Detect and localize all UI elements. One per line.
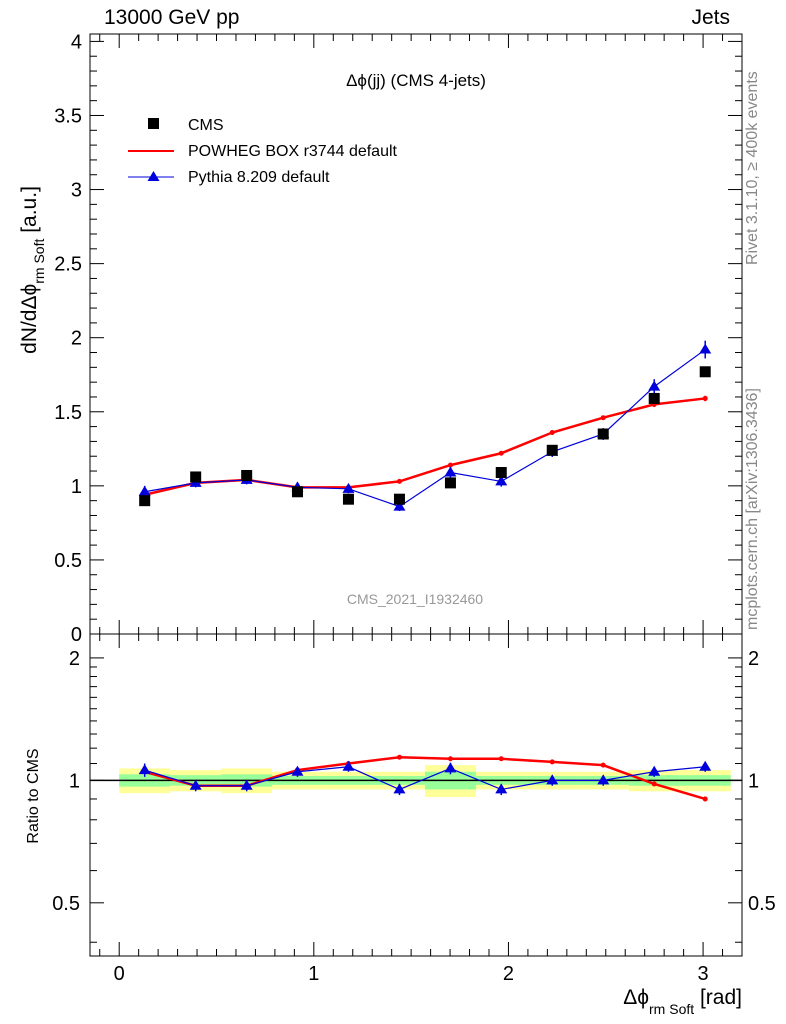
x-tick-label: 2 xyxy=(503,963,514,985)
ratio-y-tick-label-right: 2 xyxy=(748,648,759,670)
ratio-pythia-line xyxy=(144,766,706,791)
legend-item-powheg: POWHEG BOX r3744 default xyxy=(128,143,398,160)
powheg-point xyxy=(600,415,606,421)
y-tick-label: 4 xyxy=(71,31,82,53)
ratio-pythia-point xyxy=(648,765,661,776)
ratio-plot-frame xyxy=(89,633,743,957)
ratio-y-tick-label: 1 xyxy=(69,770,80,792)
pythia-point xyxy=(342,482,355,493)
ratio-powheg-point xyxy=(651,781,657,787)
svg-text:dN/dΔϕrm Soft [a.u.]: dN/dΔϕrm Soft [a.u.] xyxy=(18,186,47,354)
y-axis-label-unit: [a.u.] xyxy=(18,186,41,239)
cms-data-point xyxy=(444,477,456,489)
x-tick-label: 3 xyxy=(698,963,709,985)
y-axis-label: dN/dΔϕrm Soft [a.u.] xyxy=(18,186,47,354)
cms-data-point xyxy=(139,495,151,507)
ratio-pythia-point xyxy=(291,765,304,776)
y-tick-label: 3 xyxy=(71,180,82,202)
cms-data-point xyxy=(648,392,660,404)
legend-label: CMS xyxy=(188,117,224,134)
cms-data-point xyxy=(291,486,303,498)
ratio-pythia-point xyxy=(393,783,406,794)
x-tick-label: 0 xyxy=(114,963,125,985)
x-axis-label: Δϕrm Soft [rad] xyxy=(623,986,742,1017)
cms-data-point xyxy=(241,469,253,481)
ratio-powheg-point xyxy=(396,754,402,760)
powheg-point xyxy=(549,430,555,436)
ratio-pythia-point xyxy=(495,783,508,794)
pythia-point xyxy=(444,466,457,477)
powheg-point xyxy=(396,478,402,484)
ratio-axis-label: Ratio to CMS xyxy=(25,748,42,843)
legend-label: Pythia 8.209 default xyxy=(188,169,330,186)
y-tick-label: 3.5 xyxy=(54,105,82,127)
y-tick-label: 1.5 xyxy=(54,402,82,424)
pythia-point xyxy=(393,500,406,511)
pythia-point xyxy=(495,475,508,486)
ratio-pythia-point xyxy=(240,779,253,790)
ratio-powheg-point xyxy=(447,756,453,762)
ratio-pythia-point xyxy=(699,760,712,771)
plot-labels: Δϕ(jj) (CMS 4-jets) CMS_2021_I1932460 dN… xyxy=(18,71,742,1017)
analysis-id: CMS_2021_I1932460 xyxy=(347,591,483,607)
legend-square-marker xyxy=(148,118,159,129)
ratio-pythia-point xyxy=(597,774,610,785)
plot-title: Δϕ(jj) (CMS 4-jets) xyxy=(346,71,486,90)
ratio-y-tick-label: 0.5 xyxy=(52,893,80,915)
powheg-point xyxy=(702,395,708,401)
energy-label: 13000 GeV pp xyxy=(104,6,240,29)
cms-data-point xyxy=(190,471,202,483)
x-tick-label: 1 xyxy=(308,963,319,985)
y-tick-label: 1 xyxy=(71,476,82,498)
y-tick-label: 2 xyxy=(71,328,82,350)
ratio-pythia-point xyxy=(342,760,355,771)
y-tick-label: 2.5 xyxy=(54,254,82,276)
pythia-point xyxy=(648,380,661,391)
cms-data-point xyxy=(597,428,609,440)
powheg-point xyxy=(498,450,504,456)
cms-data-point xyxy=(393,493,405,505)
pythia-point xyxy=(699,343,712,354)
x-axis-label-sub: rm Soft xyxy=(649,1001,694,1017)
x-axis-label-main: Δϕ xyxy=(623,986,649,1009)
y-tick-label: 0 xyxy=(71,624,82,646)
ratio-y-tick-label: 2 xyxy=(69,648,80,670)
cms-data-point xyxy=(495,467,507,479)
pythia-line xyxy=(144,349,706,508)
pythia-point xyxy=(138,485,151,496)
ratio-powheg-point xyxy=(498,756,504,762)
ratio-plot: 0.5 0.5 1 1 2 2 0 1 2 3 xyxy=(52,633,776,985)
legend: CMS POWHEG BOX r3744 default Pythia 8.20… xyxy=(128,117,398,186)
y-axis-label-sub: rm Soft xyxy=(31,239,47,284)
category-label: Jets xyxy=(691,6,730,29)
ratio-y-tick-label-right: 1 xyxy=(748,770,759,792)
legend-item-cms: CMS xyxy=(148,117,224,134)
ratio-powheg-point xyxy=(702,796,708,802)
y-axis-label-main: dN/dΔϕ xyxy=(18,284,41,354)
ratio-pythia-point xyxy=(138,764,151,775)
ratio-powheg-point xyxy=(600,762,606,768)
powheg-line xyxy=(144,397,706,496)
legend-triangle-marker xyxy=(147,171,160,181)
y-tick-label: 0.5 xyxy=(54,550,82,572)
ratio-pythia-point xyxy=(444,762,457,773)
ratio-pythia-point xyxy=(189,779,202,790)
x-axis-label-unit: [rad] xyxy=(694,986,742,1009)
ratio-y-tick-label-right: 0.5 xyxy=(748,893,776,915)
cms-data-point xyxy=(699,366,711,378)
legend-label: POWHEG BOX r3744 default xyxy=(188,143,398,160)
cms-data-point xyxy=(546,444,558,456)
powheg-point xyxy=(447,462,453,468)
cms-data-point xyxy=(342,493,354,505)
legend-item-pythia: Pythia 8.209 default xyxy=(128,169,330,186)
ratio-powheg-point xyxy=(549,759,555,765)
ratio-pythia-point xyxy=(546,774,559,785)
